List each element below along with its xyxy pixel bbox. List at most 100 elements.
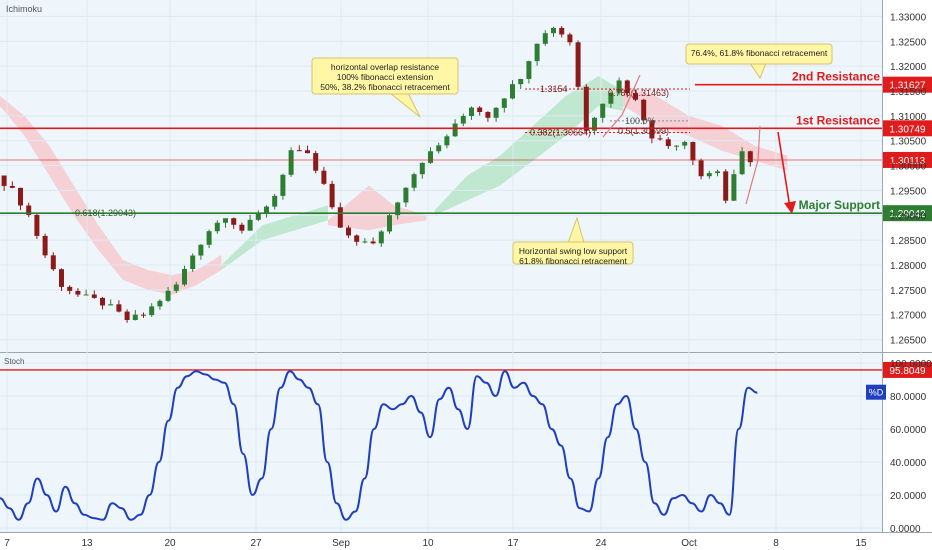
stoch-pane [0, 353, 882, 532]
x-tick-label: 20 [164, 538, 176, 549]
fib-label: 0.618(1.29043) [75, 208, 136, 218]
level-price-label: 1.31627 [889, 81, 926, 92]
indicator-label: Ichimoku [6, 4, 42, 14]
callout-text: Horizontal swing low support [519, 246, 628, 256]
x-tick-label: 8 [773, 538, 779, 549]
y-tick-label: 1.28000 [890, 261, 927, 272]
stoch-y-tick-label: 40.0000 [890, 458, 927, 469]
candle-down [624, 80, 630, 94]
candle-up [534, 43, 540, 62]
candle-down [34, 214, 40, 236]
x-tick-label: 17 [507, 538, 519, 549]
candle-up [608, 92, 614, 104]
stoch-series-tag [866, 384, 886, 400]
stoch-d-line [0, 370, 758, 521]
candle-down [575, 42, 581, 87]
candle-up [436, 145, 442, 152]
x-tick-label: 7 [4, 538, 10, 549]
candle-down [690, 142, 696, 161]
y-tick-label: 1.29500 [890, 186, 927, 197]
candle-down [18, 187, 23, 206]
stoch-label: Stoch [4, 357, 24, 366]
stoch-y-tick-label: 80.0000 [890, 392, 927, 403]
candle-up [411, 174, 417, 188]
candle-up [182, 269, 187, 285]
callout-text: 61.8% fibonacci retracement [519, 256, 627, 266]
candle-up [682, 142, 688, 146]
candle-up [387, 215, 392, 232]
candle-down [1, 175, 7, 186]
candle-up [526, 61, 532, 79]
candle-up [132, 314, 138, 321]
y-tick-label: 1.33000 [890, 12, 927, 23]
candle-down [346, 227, 351, 236]
candle-up [444, 136, 450, 146]
candle-down [698, 160, 704, 177]
level-price-label: 1.30113 [890, 156, 926, 167]
candle-down [296, 150, 302, 152]
y-tick-label: 1.32000 [890, 62, 927, 73]
candle-down [641, 99, 647, 121]
candle-up [190, 255, 196, 270]
x-tick-label: 13 [81, 538, 93, 549]
level-price-tag [883, 205, 932, 222]
candle-up [173, 284, 179, 291]
candle-up [362, 241, 368, 243]
candle-up [403, 187, 409, 203]
fib-swing-line [745, 125, 761, 205]
callout-box [311, 57, 459, 95]
candle-down [559, 27, 565, 35]
candle-up [428, 151, 433, 163]
candle-down [141, 314, 146, 316]
candle-up [165, 290, 171, 301]
level-name: Major Support [799, 198, 880, 212]
candle-down [100, 297, 105, 306]
stoch-y-tick-label: 20.0000 [890, 491, 927, 502]
candle-up [419, 162, 425, 175]
callout-text: 100% fibonacci extension [337, 72, 434, 82]
candle-up [255, 213, 261, 220]
candle-up [460, 115, 466, 124]
candle-down [583, 86, 589, 131]
candle-down [485, 112, 491, 118]
y-tick-label: 1.30500 [890, 137, 927, 148]
stoch-y-tick-label: 0.0000 [890, 524, 921, 535]
level-name: 1st Resistance [796, 113, 880, 127]
level-price-tag [883, 151, 932, 168]
candle-down [723, 171, 729, 201]
level-price-label: 1.30749 [889, 124, 926, 135]
candle-up [510, 84, 515, 99]
callout-text: 76.4%, 61.8% fibonacci retracement [691, 48, 828, 58]
stoch-y-tick-label: 100.0000 [890, 359, 932, 370]
candle-up [264, 206, 269, 214]
y-tick-label: 1.31000 [890, 112, 927, 123]
candle-down [337, 207, 343, 228]
candle-up [214, 222, 220, 232]
ichimoku-cloud-bullish [221, 205, 328, 270]
forecast-arrow-head [784, 201, 796, 214]
candle-up [469, 107, 474, 116]
candle-down [649, 120, 655, 139]
y-tick-label: 1.27000 [890, 311, 927, 322]
callout-box [685, 43, 833, 65]
candle-down [633, 93, 638, 100]
candle-up [706, 173, 712, 177]
candle-down [75, 290, 81, 295]
callout-text: 50%, 38.2% fibonacci retracement [320, 82, 450, 92]
x-tick-label: 24 [595, 538, 607, 549]
candle-down [313, 153, 319, 171]
candle-up [731, 174, 737, 201]
candle-up [501, 98, 507, 108]
level-name: 2nd Resistance [792, 70, 880, 84]
candle-down [567, 34, 573, 43]
level-price-tag [883, 120, 932, 137]
level-price-tag [883, 76, 932, 93]
ichimoku-cloud-bearish [328, 185, 427, 231]
level-price-label: 1.29042 [889, 209, 926, 220]
y-tick-label: 1.31500 [890, 87, 927, 98]
fib-label: 0.786(1.31463) [608, 88, 669, 98]
candle-down [59, 269, 64, 287]
candle-up [674, 145, 679, 147]
